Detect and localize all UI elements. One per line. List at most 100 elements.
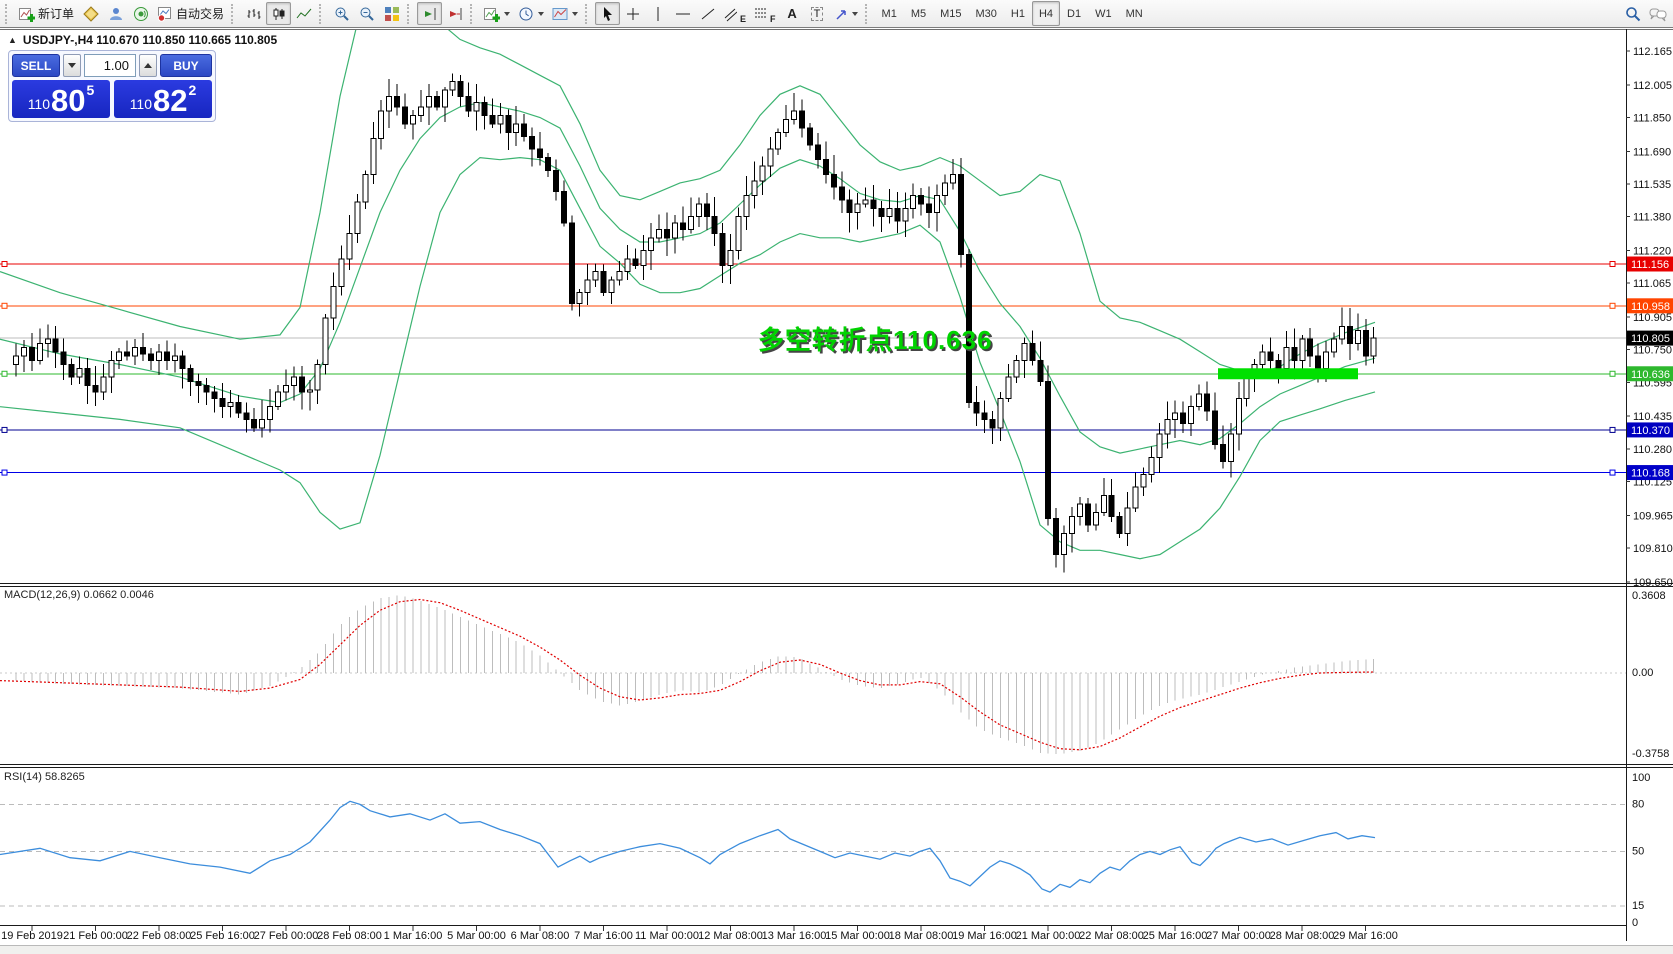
svg-text:111.220: 111.220 <box>1633 245 1671 257</box>
timeframe-h4-button[interactable]: H4 <box>1031 1 1061 26</box>
cursor-tool-button[interactable] <box>595 2 621 25</box>
toolbar: 新订单 自动交易 <box>0 0 1673 28</box>
rsi-panel <box>0 800 1626 907</box>
svg-text:29 Mar 16:00: 29 Mar 16:00 <box>1333 930 1398 942</box>
sell-button[interactable]: SELL <box>12 54 60 77</box>
timeframe-m1-button[interactable]: M1 <box>881 7 897 20</box>
gold-diamond-button[interactable] <box>78 2 103 25</box>
arrows-caret-icon <box>851 11 858 16</box>
timeframe-w1-button[interactable]: W1 <box>1095 7 1112 20</box>
buy-price-display[interactable]: 110 82 2 <box>114 80 212 118</box>
channel-letter: E <box>740 14 747 24</box>
svg-text:21 Feb 00:00: 21 Feb 00:00 <box>63 930 128 942</box>
chat-button[interactable] <box>1645 2 1671 25</box>
timeframe-m5-button[interactable]: M5 <box>910 7 927 20</box>
line-chart-icon <box>296 8 311 18</box>
price-badge <box>1627 330 1673 346</box>
buy-price-pip: 2 <box>188 82 197 98</box>
svg-text:111.690: 111.690 <box>1633 146 1671 158</box>
svg-text:27 Feb 00:00: 27 Feb 00:00 <box>254 930 319 942</box>
buy-price-prefix: 110 <box>129 96 153 112</box>
buy-button[interactable]: BUY <box>160 54 212 77</box>
timeframe-h1-button[interactable]: H1 <box>1010 7 1025 20</box>
auto-trading-button[interactable]: 自动交易 <box>153 2 228 25</box>
text-label-letter: T <box>810 6 824 21</box>
timeframe-m15-button[interactable]: M15 <box>940 7 962 20</box>
fibonacci-icon <box>755 8 767 17</box>
periods-button[interactable] <box>514 2 548 25</box>
timeframe-d1-button[interactable]: D1 <box>1067 7 1082 20</box>
turning-point-highlight-bar[interactable] <box>1218 368 1358 380</box>
search-button[interactable] <box>1620 2 1645 25</box>
zoom-in-button[interactable] <box>329 2 354 25</box>
price-badges: 111.156 110.958 110.805 110.636 110.370 110.1… <box>1627 256 1673 481</box>
community-button[interactable] <box>103 2 128 25</box>
arrows-icon <box>836 9 846 20</box>
volume-increase-button[interactable] <box>139 54 157 77</box>
candles-layer <box>13 73 1377 573</box>
triangle-up-icon <box>144 63 152 68</box>
svg-text:80: 80 <box>1632 798 1644 810</box>
volume-input[interactable]: 1.00 <box>84 54 136 77</box>
svg-text:111.535: 111.535 <box>1633 179 1671 191</box>
trendline-tool-button[interactable] <box>695 2 720 25</box>
chart-annotation-text[interactable]: 多空转折点110.636 <box>758 325 993 355</box>
text-tool-button[interactable]: A <box>780 2 805 25</box>
clock-icon <box>519 7 533 20</box>
signals-button[interactable] <box>128 2 153 25</box>
templates-button[interactable] <box>548 2 582 25</box>
timeframe-mn-button[interactable]: MN <box>1125 7 1143 20</box>
svg-text:111.380: 111.380 <box>1633 212 1671 224</box>
sell-price-prefix: 110 <box>27 96 51 112</box>
price-axis[interactable]: 112.165 112.005 111.850 111.690 111.535 111.3… <box>1626 46 1673 929</box>
volume-decrease-button[interactable] <box>63 54 81 77</box>
main-price-panel <box>0 30 1626 573</box>
bar-chart-icon <box>247 8 261 19</box>
tile-windows-button[interactable] <box>379 2 404 25</box>
line-chart-type-button[interactable] <box>291 2 316 25</box>
svg-text:22 Mar 08:00: 22 Mar 08:00 <box>1079 930 1144 942</box>
toolbar-grip[interactable] <box>5 3 12 24</box>
fibonacci-tool-button[interactable]: F <box>750 2 780 25</box>
svg-text:110.636: 110.636 <box>1631 369 1670 381</box>
horizontal-line-tool-button[interactable] <box>670 2 695 25</box>
timeframe-m30-button[interactable]: M30 <box>975 7 997 20</box>
candlestick-chart-type-button[interactable] <box>266 2 292 25</box>
toolbar-grip[interactable] <box>231 3 238 24</box>
new-order-button[interactable]: 新订单 <box>15 2 78 25</box>
text-label-tool-button[interactable]: T <box>805 2 830 25</box>
svg-text:109.965: 109.965 <box>1633 510 1673 522</box>
svg-text:25 Mar 16:00: 25 Mar 16:00 <box>1143 930 1208 942</box>
fibonacci-letter: F <box>770 14 776 24</box>
equidistant-channel-tool-button[interactable]: E <box>720 2 750 25</box>
svg-text:11 Mar 00:00: 11 Mar 00:00 <box>635 930 699 942</box>
auto-scroll-button[interactable] <box>417 2 443 25</box>
collapse-one-click-icon[interactable]: ▲ <box>8 35 17 45</box>
svg-text:28 Feb 08:00: 28 Feb 08:00 <box>317 930 382 942</box>
svg-text:110.435: 110.435 <box>1633 411 1672 423</box>
zoom-in-icon <box>335 7 349 21</box>
zoom-out-button[interactable] <box>354 2 379 25</box>
arrows-tool-button[interactable] <box>830 2 862 25</box>
toolbar-grip[interactable] <box>864 3 872 24</box>
svg-text:111.065: 111.065 <box>1633 278 1671 290</box>
toolbar-grip[interactable] <box>319 3 326 24</box>
sell-price-pip: 5 <box>86 82 95 98</box>
toolbar-grip[interactable] <box>470 3 477 24</box>
trendline-icon <box>701 8 714 19</box>
toolbar-grip[interactable] <box>585 3 592 24</box>
sell-price-display[interactable]: 110 80 5 <box>12 80 110 118</box>
chart-shift-button[interactable] <box>442 2 467 25</box>
templates-caret-icon <box>572 11 579 16</box>
toolbar-grip[interactable] <box>407 3 414 24</box>
crosshair-tool-button[interactable] <box>620 2 645 25</box>
bar-chart-type-button[interactable] <box>241 2 266 25</box>
svg-text:110.905: 110.905 <box>1633 312 1672 324</box>
vertical-line-tool-button[interactable] <box>645 2 670 25</box>
indicators-button[interactable] <box>480 2 514 25</box>
svg-text:27 Mar 00:00: 27 Mar 00:00 <box>1206 930 1271 942</box>
svg-text:112.165: 112.165 <box>1633 46 1672 58</box>
